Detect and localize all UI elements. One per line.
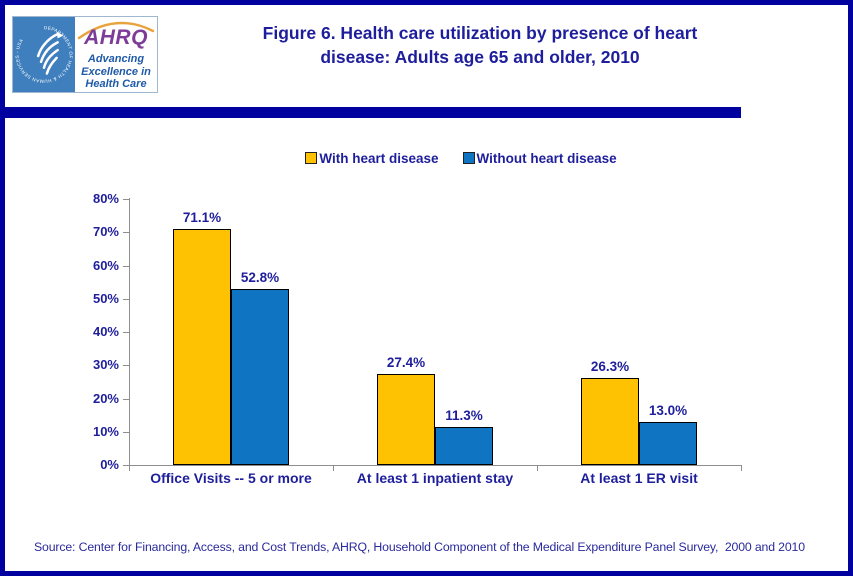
bar-without-heart-disease [639,422,697,465]
figure-title: Figure 6. Health care utilization by pre… [165,22,795,69]
header-divider-bar [0,107,741,118]
y-axis-tick-label: 20% [92,391,119,406]
orange-swoosh-icon [77,21,155,40]
figure-title-line1: Figure 6. Health care utilization by pre… [262,23,698,43]
y-axis-tick [123,465,129,466]
y-axis-tick [123,199,129,200]
legend-item: Without heart disease [462,150,617,166]
y-axis-tick [123,432,129,433]
tagline-line: Health Care [85,78,147,90]
bar-value-label: 71.1% [182,210,222,225]
y-axis-tick-label: 80% [92,191,119,206]
ahrq-tagline: Advancing Excellence in Health Care [75,53,157,91]
y-axis-tick [123,299,129,300]
y-axis-tick-label: 0% [100,457,119,472]
category-label: At least 1 inpatient stay [356,470,514,486]
y-axis-tick-label: 60% [92,258,119,273]
ahrq-hhs-logo: DEPARTMENT OF HEALTH & HUMAN SERVICES - … [12,16,158,93]
chart-legend: With heart disease Without heart disease [68,150,853,166]
hhs-seal: DEPARTMENT OF HEALTH & HUMAN SERVICES - … [13,17,75,92]
bar-value-label: 13.0% [648,403,688,418]
y-axis-tick-label: 40% [92,324,119,339]
tagline-line: Advancing [87,53,145,65]
ahrq-logo-panel: AHRQ Advancing Excellence in Health Care [75,17,157,92]
bar-value-label: 27.4% [386,355,426,370]
legend-label: Without heart disease [476,150,617,166]
y-axis-tick-label: 50% [92,291,119,306]
x-axis [129,465,742,466]
y-axis-tick [123,332,129,333]
x-axis-tick [537,465,538,471]
hhs-eagle-icon: DEPARTMENT OF HEALTH & HUMAN SERVICES - … [15,25,73,84]
tagline-line: Excellence in [81,65,151,78]
x-axis-tick [741,465,742,471]
legend-swatch-icon [305,152,318,164]
bar-without-heart-disease [435,427,493,465]
bar-value-label: 11.3% [445,408,483,423]
y-axis-tick [123,399,129,400]
bar-with-heart-disease [581,378,639,465]
figure-title-line2: disease: Adults age 65 and older, 2010 [320,46,640,67]
y-axis-tick-label: 30% [92,357,119,372]
category-label: Office Visits -- 5 or more [150,470,312,486]
legend-swatch-icon [462,152,475,164]
legend-label: With heart disease [319,150,439,166]
category-label: At least 1 ER visit [580,470,698,486]
bar-value-label: 26.3% [590,359,630,374]
y-axis-tick [123,232,129,233]
x-axis-tick [129,465,130,471]
x-axis-tick [333,465,334,471]
legend-item: With heart disease [305,150,439,166]
bar-with-heart-disease [173,229,231,465]
y-axis-tick-label: 70% [92,224,119,239]
y-axis-tick-label: 10% [92,424,119,439]
ahrq-wordmark: AHRQ [84,26,148,49]
y-axis-tick [123,365,129,366]
bar-without-heart-disease [231,289,289,465]
y-axis [129,198,130,466]
y-axis-tick [123,266,129,267]
bar-value-label: 52.8% [240,270,280,285]
bar-with-heart-disease [377,374,435,465]
source-note: Source: Center for Financing, Access, an… [34,540,805,554]
